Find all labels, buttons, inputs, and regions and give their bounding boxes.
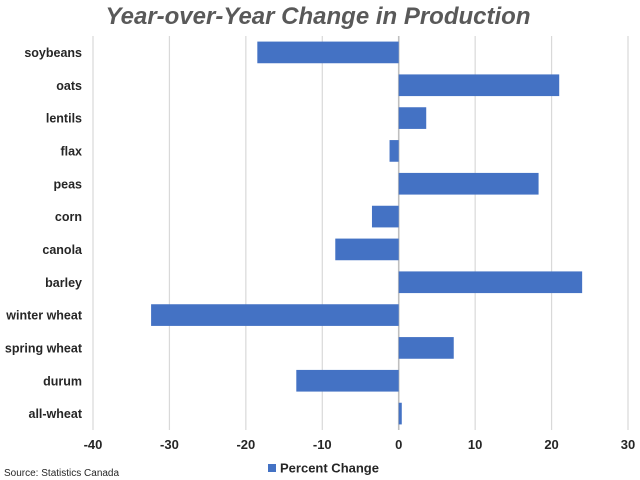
category-label: barley: [45, 276, 82, 290]
category-label: all-wheat: [29, 407, 83, 421]
x-tick-label: 20: [544, 437, 558, 452]
bar-barley: [398, 271, 583, 294]
category-label: peas: [54, 177, 83, 191]
category-label: spring wheat: [5, 341, 83, 355]
bar-spring-wheat: [398, 337, 454, 359]
bar-soybeans: [257, 41, 399, 64]
bar-winter-wheat: [151, 304, 399, 326]
x-tick-label: -30: [160, 437, 179, 452]
bar-lentils: [398, 107, 427, 129]
x-tick-label: 30: [621, 437, 635, 452]
category-label: oats: [56, 79, 82, 93]
legend-label: Percent Change: [280, 461, 379, 476]
bar-oats: [398, 74, 560, 97]
bar-all-wheat: [398, 402, 402, 425]
x-tick-label: -10: [313, 437, 332, 452]
category-label: lentils: [46, 112, 82, 126]
category-label: canola: [42, 243, 83, 257]
chart-title: Year-over-Year Change in Production: [106, 3, 531, 30]
legend-swatch: [268, 464, 276, 472]
bars: [151, 41, 583, 425]
x-tick-label: -20: [236, 437, 255, 452]
bar-corn: [371, 205, 399, 228]
x-tick-label: -40: [84, 437, 103, 452]
gridlines: [92, 36, 629, 430]
x-tick-labels: -40 -30 -20 -10 0 10 20 30: [84, 437, 636, 452]
legend: Percent Change: [268, 461, 379, 476]
category-label: soybeans: [24, 46, 82, 60]
source-note: Source: Statistics Canada: [4, 468, 119, 479]
bar-flax: [389, 140, 399, 162]
category-label: corn: [55, 210, 82, 224]
x-tick-label: 0: [395, 437, 402, 452]
category-labels: soybeans oats lentils flax peas corn canola bar…: [5, 46, 83, 421]
category-label: flax: [60, 144, 82, 158]
bar-durum: [296, 369, 399, 392]
category-label: durum: [43, 374, 82, 388]
bar-canola: [335, 238, 399, 261]
bar-peas: [398, 172, 539, 195]
category-label: winter wheat: [5, 309, 83, 323]
x-tick-label: 10: [468, 437, 482, 452]
